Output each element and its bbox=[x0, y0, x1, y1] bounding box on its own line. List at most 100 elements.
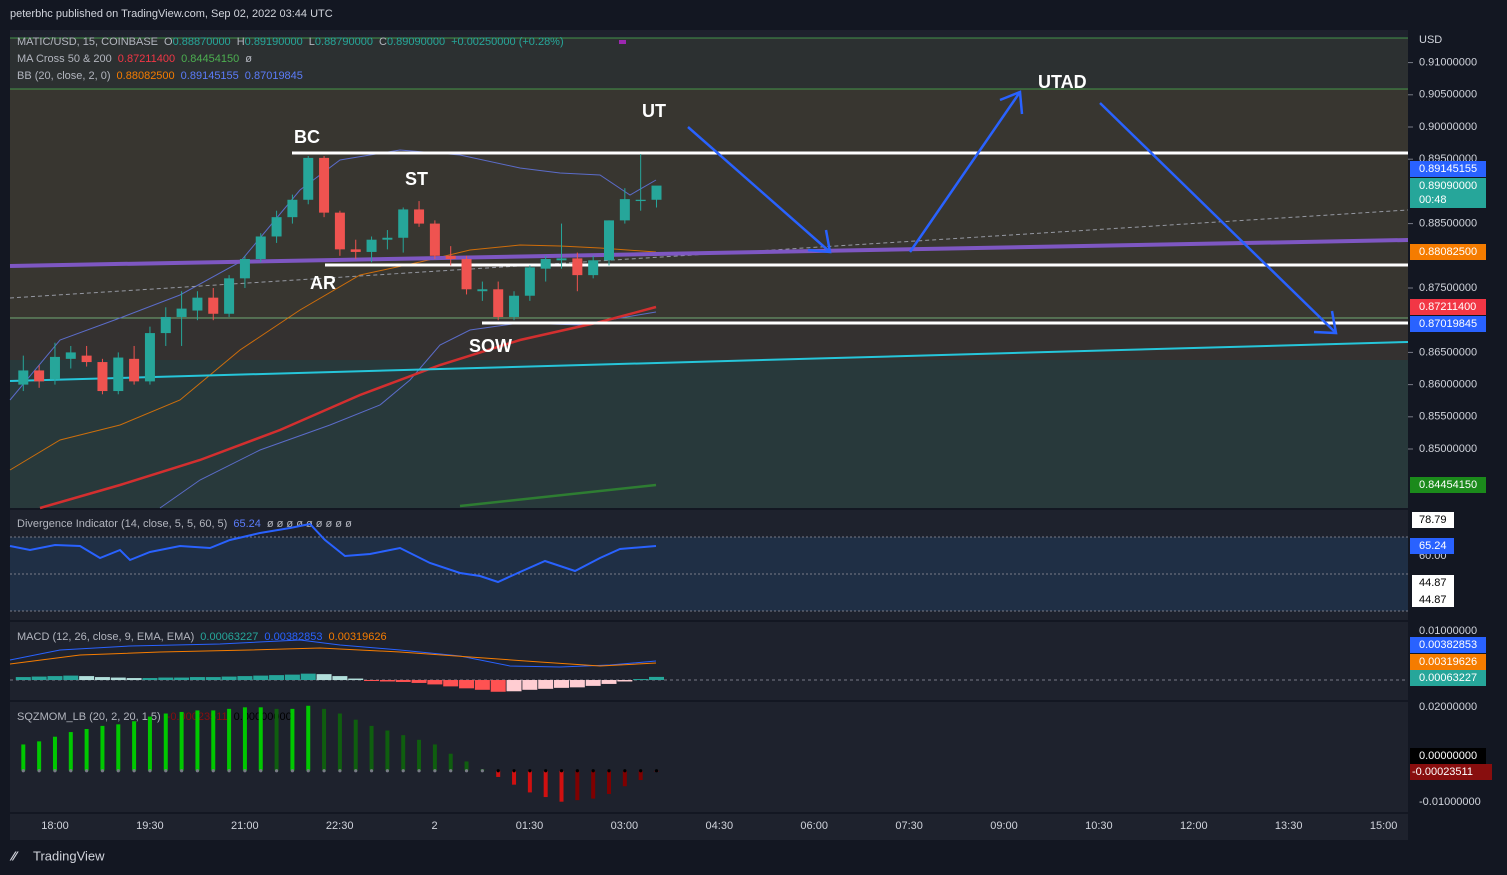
squeeze-dot bbox=[544, 769, 548, 773]
annotation: SOW bbox=[469, 336, 512, 356]
bb-value: 0.89145155 bbox=[181, 70, 239, 82]
macd-bar bbox=[633, 679, 649, 681]
axis-tag bbox=[1410, 748, 1486, 764]
candle-body bbox=[429, 223, 440, 256]
squeeze-dot bbox=[639, 769, 643, 773]
time-label: 19:30 bbox=[136, 820, 164, 832]
squeeze-bar bbox=[116, 724, 121, 771]
time-labels: 18:00 19:30 21:00 22:30 2 01:30 03:00 04:30 06:0… bbox=[41, 820, 1397, 832]
arrows bbox=[687, 90, 1338, 335]
ohlc-value: 0.89090000 bbox=[387, 36, 445, 48]
squeeze-bar bbox=[290, 708, 295, 771]
squeeze-bar bbox=[417, 739, 422, 771]
ma-value: ø bbox=[245, 53, 252, 65]
squeeze-dot bbox=[259, 769, 263, 773]
candle-body bbox=[619, 199, 630, 221]
symbol: MATIC/USD, 15, COINBASE bbox=[17, 36, 158, 48]
zone-low bbox=[10, 318, 1408, 360]
time-label: 04:30 bbox=[706, 820, 734, 832]
squeeze-dot bbox=[623, 769, 627, 773]
squeeze-bar bbox=[527, 770, 532, 793]
candle-body bbox=[97, 362, 108, 392]
candle-body bbox=[113, 357, 124, 392]
axis-label: 0.00063227 bbox=[1419, 672, 1477, 684]
price-tag-label: 0.84454150 bbox=[1419, 479, 1477, 491]
candle-body bbox=[350, 249, 361, 252]
axis-tag bbox=[1410, 637, 1486, 653]
candle-body bbox=[398, 209, 409, 238]
candle-body bbox=[239, 259, 250, 279]
macd-bar bbox=[284, 674, 300, 681]
candle-body bbox=[477, 289, 488, 292]
indicator-value: 0.00063227 bbox=[200, 631, 258, 643]
macd-bar bbox=[332, 676, 348, 681]
squeeze-bar bbox=[591, 770, 596, 799]
divergence-legend: Divergence Indicator (14, close, 5, 5, 6… bbox=[17, 518, 352, 530]
squeeze-bar bbox=[337, 713, 342, 771]
price-tag bbox=[1410, 161, 1486, 177]
bb-legend: BB (20, close, 2, 0) 0.88082500 0.89145155… bbox=[17, 70, 303, 82]
price-tag bbox=[1410, 244, 1486, 260]
axis-label: 0.00319626 bbox=[1419, 656, 1477, 668]
indicator-name: SQZMOM_LB (20, 2, 20, 1.5) bbox=[17, 711, 161, 723]
squeeze-bar bbox=[274, 708, 279, 771]
zone-top bbox=[10, 38, 1408, 89]
divergence-line bbox=[9, 522, 657, 584]
squeeze-bar bbox=[306, 705, 311, 771]
macd-bar bbox=[585, 680, 601, 686]
ma-value: 0.87211400 bbox=[118, 53, 175, 65]
price-tag-label: 0.88082500 bbox=[1419, 246, 1477, 258]
price-tag-label: 0.89145155 bbox=[1419, 163, 1477, 175]
ohlc-key: L bbox=[309, 36, 315, 48]
axis-label: 65.24 bbox=[1419, 540, 1447, 552]
squeeze-bar bbox=[543, 770, 548, 798]
candle-body bbox=[287, 199, 298, 218]
ohlc-key: O bbox=[164, 36, 173, 48]
squeeze-dot bbox=[512, 769, 516, 773]
squeeze-bar bbox=[84, 728, 89, 771]
candle-body bbox=[334, 212, 345, 250]
squeeze-bar bbox=[432, 744, 437, 771]
macd-bar bbox=[47, 676, 63, 681]
squeeze-bar bbox=[195, 710, 200, 771]
candle-body bbox=[556, 258, 567, 261]
squeeze-dot bbox=[243, 769, 247, 773]
bb-value: 0.88082500 bbox=[117, 70, 175, 82]
time-label: 15:00 bbox=[1370, 820, 1398, 832]
squeeze-bar bbox=[322, 708, 327, 771]
squeeze-dot bbox=[401, 769, 405, 773]
annotation: UT bbox=[642, 101, 666, 121]
squeeze-dot bbox=[354, 769, 358, 773]
axis-label: 0.01000000 bbox=[1419, 625, 1477, 637]
bb-value: 0.87019845 bbox=[245, 70, 303, 82]
squeeze-dot bbox=[148, 769, 152, 773]
macd-bar bbox=[237, 676, 253, 681]
macd-bar bbox=[459, 680, 475, 689]
candle-body bbox=[319, 157, 330, 213]
squeeze-bar bbox=[401, 735, 406, 771]
candle-body bbox=[192, 297, 203, 311]
indicator-value: 0.00382853 bbox=[264, 631, 322, 643]
squeeze-axis: 0.02000000 0.00000000 -0.00023511 -0.010… bbox=[1410, 701, 1492, 808]
macd-bar bbox=[158, 677, 174, 681]
axis-label: -0.01000000 bbox=[1419, 796, 1481, 808]
ma-50 bbox=[39, 305, 657, 510]
ohlc-key: C bbox=[379, 36, 387, 48]
squeeze-bar bbox=[147, 716, 152, 771]
squeeze-dot bbox=[116, 769, 120, 773]
price-tick-label: 0.91000000 bbox=[1419, 56, 1477, 68]
bb-name: BB (20, close, 2, 0) bbox=[17, 70, 111, 82]
candle-body bbox=[382, 237, 393, 240]
change: +0.00250000 (+0.28%) bbox=[451, 36, 564, 48]
squeeze-dot bbox=[85, 769, 89, 773]
macd-bar bbox=[189, 677, 205, 681]
squeeze-dot bbox=[607, 769, 611, 773]
time-label: 10:30 bbox=[1085, 820, 1113, 832]
axis-label: 0.02000000 bbox=[1419, 701, 1477, 713]
squeeze-dot bbox=[132, 769, 136, 773]
currency: USD bbox=[1419, 34, 1442, 46]
candle-body bbox=[509, 295, 520, 317]
squeeze-dot bbox=[464, 769, 469, 773]
arrow bbox=[1099, 102, 1337, 334]
